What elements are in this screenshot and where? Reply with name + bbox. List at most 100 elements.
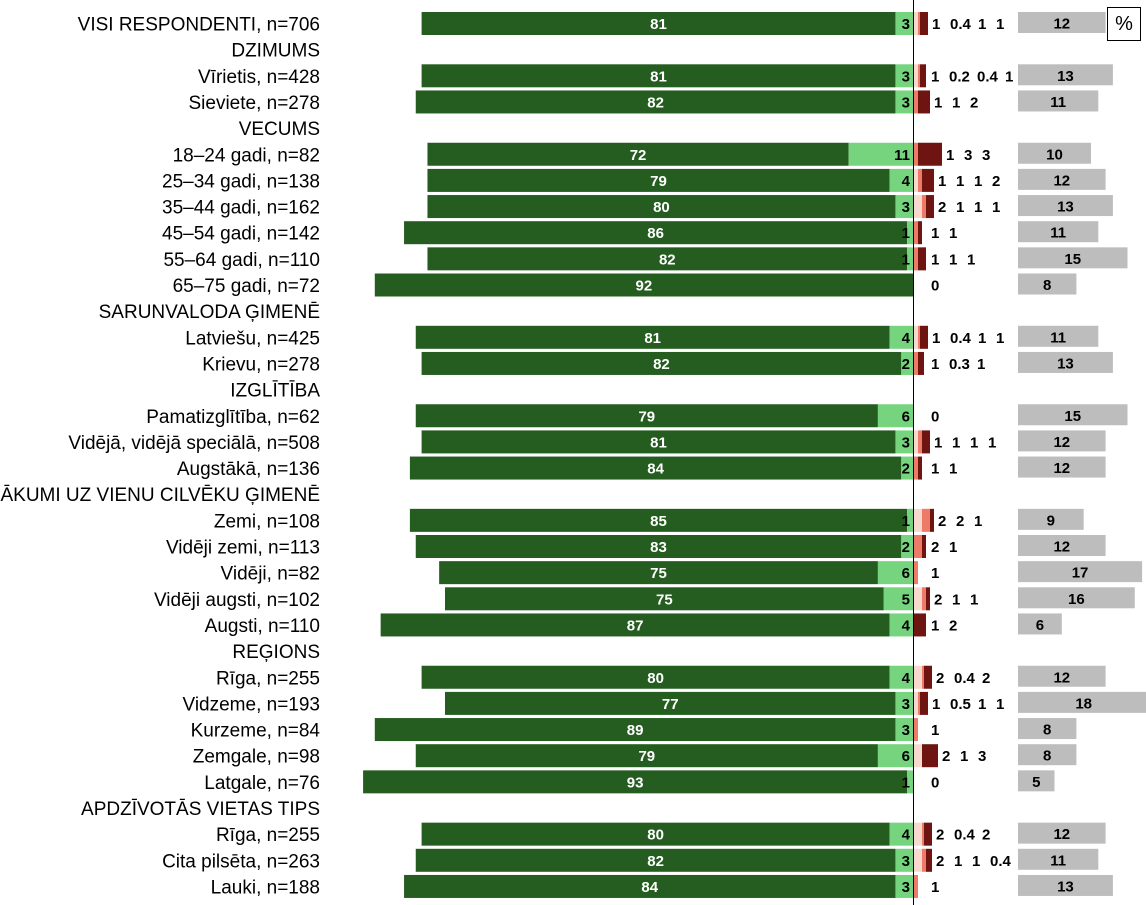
bar-positive [907,247,913,271]
value-label: 1 [938,173,946,190]
bar-strong-positive [427,168,890,192]
bar-strong-negative [918,351,920,375]
bar-strong-negative-2 [926,168,934,192]
value-label: 1 [972,853,980,870]
row-label: Lauki, n=188 [211,877,320,898]
section-label: REĢIONS [232,642,320,663]
value-label: 1 [978,16,986,33]
section-label: APDZĪVOTĀS VIETAS TIPS [81,799,320,820]
value-label: 1 [974,513,982,530]
bar-negative [914,874,918,898]
row-label: 18–24 gadi, n=82 [173,145,320,166]
value-label: 89 [627,722,644,739]
value-label: 1 [996,330,1004,347]
unit-box: % [1107,7,1141,41]
value-label: 5 [1032,774,1040,791]
value-label: 84 [641,879,658,896]
value-label: 15 [1064,251,1081,268]
value-label: 86 [647,225,664,242]
value-label: 4 [902,330,911,347]
value-label: 1 [970,591,978,608]
value-label: 16 [1068,591,1085,608]
bar-no-answer [1018,691,1146,713]
value-label: 3 [902,16,910,33]
value-label: 2 [949,617,957,634]
bar-neutral [914,325,918,349]
value-label: 4 [902,173,911,190]
value-label: 75 [650,565,667,582]
bar-strong-positive [415,744,878,768]
bar-no-answer [1018,587,1135,609]
value-label: 1 [952,591,960,608]
bar-strong-negative [926,587,930,611]
value-label: 12 [1053,669,1070,686]
value-label: 12 [1053,172,1070,189]
bar-strong-positive [415,90,896,114]
value-label: 1 [949,251,957,268]
value-label: 13 [1057,878,1074,895]
value-label: 2 [931,539,939,556]
bar-neutral [914,744,922,768]
bar-strong-positive [421,430,896,454]
bar-no-answer [1018,874,1113,896]
bar-neutral [914,12,918,35]
bar-strong-negative-2 [918,613,926,637]
value-label: 1 [952,434,960,451]
value-label: 3 [902,68,910,85]
value-label: 1 [931,617,939,634]
value-label: 12 [1053,826,1070,843]
value-label: 2 [938,513,946,530]
value-label: 11 [1050,225,1066,242]
value-label: 3 [902,434,910,451]
bar-strong-negative [922,744,926,768]
value-label: 81 [650,434,667,451]
bar-strong-negative [918,221,922,245]
value-label: 1 [996,696,1004,713]
row-label: 25–34 gadi, n=138 [162,171,320,192]
value-label: 1 [946,147,954,164]
bar-strong-positive [427,247,908,271]
value-label: 1 [902,225,910,242]
value-label: 2 [934,591,942,608]
bar-positive [895,430,913,454]
bar-strong-positive [421,822,890,846]
value-label: 82 [647,94,664,111]
bar-strong-negative-2 [922,90,930,114]
value-label: 11 [1050,329,1066,346]
value-label: 0.4 [954,827,976,844]
bar-positive [901,456,913,480]
bar-negative [918,325,920,349]
value-label: 13 [1057,355,1074,372]
value-label: 12 [1053,434,1070,451]
bar-strong-positive [445,691,896,715]
bar-strong-negative [918,90,922,114]
bar-strong-positive [427,195,896,219]
value-label: 1 [992,199,1000,216]
bar-positive [895,64,913,88]
bar-no-answer [1018,168,1106,190]
value-label: 83 [650,539,667,556]
value-label: 2 [902,356,910,373]
value-label: 77 [662,696,679,713]
bar-positive [889,822,913,846]
row-label: Rīga, n=255 [216,825,320,846]
value-label: 1 [978,330,986,347]
bar-no-answer [1018,508,1084,530]
value-label: 13 [1057,199,1074,216]
bar-negative [918,168,922,192]
row-label: Zemi, n=108 [214,511,320,532]
bar-no-answer [1018,221,1099,243]
value-label: 0.4 [950,330,972,347]
value-label: 3 [902,853,910,870]
value-label: 1 [932,696,940,713]
value-label: 15 [1064,408,1081,425]
value-label: 2 [982,827,990,844]
bar-strong-negative [920,691,924,715]
bar-positive [907,221,913,245]
bar-negative [914,456,918,480]
bar-negative [922,665,924,689]
value-label: 92 [636,278,653,295]
value-label: 1 [931,879,939,896]
value-label: 0.4 [950,16,972,33]
